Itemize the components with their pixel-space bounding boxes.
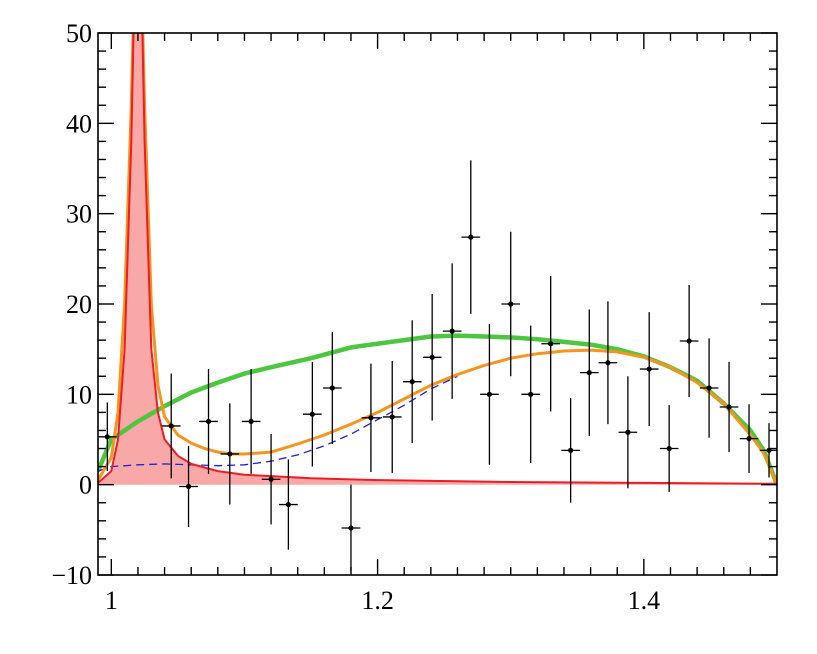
y-tick-label: 20	[66, 290, 92, 319]
data-point	[323, 332, 342, 445]
data-point-marker	[528, 391, 534, 397]
plot-area	[98, 33, 777, 572]
series-green-curve	[98, 333, 777, 486]
data-point	[739, 404, 759, 473]
y-tick-label: 0	[79, 471, 92, 500]
data-point-marker	[409, 379, 415, 385]
data-point	[639, 312, 659, 426]
data-point-marker	[646, 366, 652, 372]
data-point	[618, 376, 638, 489]
data-point-marker	[168, 423, 174, 429]
y-tick-label: 40	[66, 109, 92, 138]
data-point	[422, 294, 442, 421]
x-tick-label: 1.4	[628, 586, 661, 615]
data-point	[341, 484, 361, 572]
data-point	[480, 323, 499, 465]
axes: 1 1.2 1.4 −10 0 10 20 30 40 50	[51, 19, 777, 615]
data-point-marker	[368, 415, 374, 421]
x-tick-label: 1.2	[361, 586, 394, 615]
data-point-marker	[285, 501, 291, 508]
data-point-marker	[248, 418, 254, 425]
data-point	[98, 402, 117, 472]
data-point	[541, 275, 560, 412]
data-point-marker	[666, 445, 672, 452]
data-point	[161, 373, 181, 479]
series-red-curve	[98, 33, 777, 485]
data-point	[179, 445, 198, 528]
data-point	[199, 369, 218, 474]
data-point	[659, 405, 679, 492]
red-peak-fill	[98, 33, 777, 485]
data-point-marker	[586, 370, 592, 376]
data-point	[719, 361, 739, 453]
data-point	[279, 459, 298, 550]
data-point	[382, 360, 402, 473]
data-point-marker	[706, 385, 712, 391]
data-point	[220, 403, 240, 505]
data-point-marker	[548, 341, 554, 347]
data-point-marker	[746, 435, 752, 442]
data-point-marker	[348, 525, 354, 531]
data-point-marker	[568, 447, 574, 453]
data-point	[759, 423, 777, 478]
plot-frame	[97, 32, 778, 576]
data-point-marker	[468, 234, 474, 240]
data-point-marker	[686, 338, 692, 344]
data-point	[261, 434, 281, 525]
data-point	[361, 363, 381, 473]
data-point-marker	[726, 404, 732, 410]
data-point-marker	[268, 476, 274, 482]
y-tick-label: 10	[66, 380, 92, 409]
y-tick-label: 30	[66, 200, 92, 229]
data-point-marker	[605, 360, 611, 366]
data-point-marker	[185, 483, 192, 490]
data-point-marker	[429, 354, 435, 360]
data-point-marker	[508, 301, 514, 307]
data-point-marker	[227, 451, 233, 457]
data-point	[241, 369, 261, 474]
data-point-marker	[625, 429, 631, 435]
series-orange-curve	[98, 33, 777, 486]
data-point	[598, 301, 618, 425]
data-point	[501, 231, 521, 377]
data-point-marker	[486, 391, 493, 397]
data-point-marker	[309, 411, 315, 417]
data-point-marker	[449, 328, 455, 334]
data-point	[561, 397, 580, 503]
y-tick-label: −10	[51, 561, 92, 590]
data-point	[461, 160, 481, 314]
data-point	[442, 263, 462, 399]
x-tick-label: 1	[105, 586, 118, 615]
data-point-marker	[104, 434, 110, 440]
data-point	[579, 309, 599, 436]
data-point-marker	[329, 385, 335, 391]
y-tick-label: 50	[66, 19, 92, 48]
data-point	[699, 338, 719, 438]
data-point-marker	[205, 418, 212, 425]
data-point-marker	[389, 414, 395, 420]
data-point	[303, 361, 322, 467]
data-point	[402, 320, 422, 444]
data-point	[679, 285, 699, 398]
data-point	[521, 325, 541, 463]
